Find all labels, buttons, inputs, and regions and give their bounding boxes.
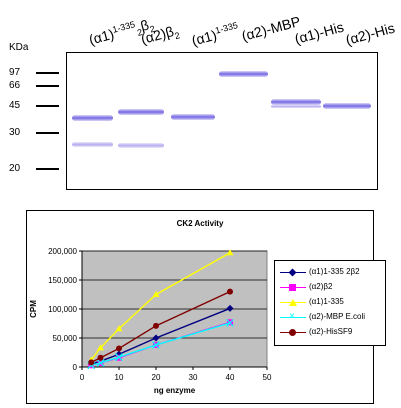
y-tick-label: 200,000 bbox=[48, 247, 77, 256]
x-tick-label: 20 bbox=[152, 373, 161, 382]
marker-label-20: 20 bbox=[9, 163, 21, 174]
legend-label: (α2)-MBP E.coli bbox=[309, 312, 366, 321]
legend-marker-circle-icon bbox=[289, 329, 296, 336]
data-point-series-4 bbox=[115, 353, 123, 362]
y-tick-label: 100,000 bbox=[48, 305, 77, 314]
y-tick-label: 50,000 bbox=[53, 334, 78, 343]
legend-label: (α2)-HisSF9 bbox=[309, 327, 353, 336]
marker-label-45: 45 bbox=[9, 100, 21, 111]
data-point-series-3 bbox=[97, 344, 104, 351]
kda-unit-label: KDa bbox=[9, 42, 29, 53]
marker-label-66: 66 bbox=[9, 80, 21, 91]
marker-label-97: 97 bbox=[9, 67, 21, 78]
legend-label: (α1)1-335 2β2 bbox=[309, 267, 360, 276]
gel-band bbox=[171, 114, 215, 120]
gel-band bbox=[323, 103, 371, 109]
x-tick-label: 10 bbox=[115, 373, 124, 382]
x-tick-label: 0 bbox=[80, 373, 85, 382]
gel-band bbox=[219, 71, 268, 77]
data-point-series-4 bbox=[152, 341, 160, 349]
marker-line-30 bbox=[36, 132, 59, 134]
data-point-series-3 bbox=[152, 291, 160, 297]
legend-label: (α2)β2 bbox=[309, 282, 333, 291]
y-tick-label: 150,000 bbox=[48, 276, 77, 285]
legend-item-5: (α2)-HisSF9 bbox=[275, 325, 385, 340]
legend-marker-square-icon bbox=[289, 284, 296, 291]
legend-item-2: (α2)β2 bbox=[275, 280, 385, 295]
data-point-series-4 bbox=[96, 358, 105, 367]
chart-title: CK2 Activity bbox=[177, 219, 224, 228]
chart-legend: (α1)1-335 2β2 (α2)β2 (α1)1-335 × (α2)-MBP E.… bbox=[274, 260, 386, 346]
legend-item-4: × (α2)-MBP E.coli bbox=[275, 310, 385, 325]
y-tick-label: 0 bbox=[73, 363, 78, 372]
x-tick-label: 30 bbox=[189, 373, 198, 382]
data-point-series-1 bbox=[152, 334, 160, 342]
legend-line bbox=[280, 317, 306, 318]
data-point-series-5 bbox=[153, 322, 159, 329]
y-axis-label: CPM bbox=[29, 300, 38, 318]
marker-line-66 bbox=[36, 85, 59, 87]
gel-band bbox=[72, 115, 113, 121]
x-axis-label: ng enzyme bbox=[154, 386, 196, 395]
x-tick-label: 40 bbox=[226, 373, 235, 382]
gel-band bbox=[271, 99, 321, 105]
gel-band bbox=[72, 142, 113, 147]
gel-band bbox=[271, 105, 321, 108]
gel-panel: (α1)1-3352β2 (α2)β2 (α1)1-335 (α2)-MBP (α1)-… bbox=[0, 0, 401, 195]
legend-item-3: (α1)1-335 bbox=[275, 295, 385, 310]
data-point-series-1 bbox=[226, 304, 234, 312]
data-point-series-5 bbox=[88, 359, 95, 366]
legend-item-1: (α1)1-335 2β2 bbox=[275, 265, 385, 280]
data-point-series-5 bbox=[116, 345, 122, 352]
data-point-series-5 bbox=[227, 288, 233, 295]
marker-line-45 bbox=[36, 105, 59, 107]
marker-label-30: 30 bbox=[9, 127, 21, 138]
data-point-series-5 bbox=[97, 354, 104, 361]
legend-marker-x-icon: × bbox=[289, 311, 295, 322]
legend-marker-triangle-icon bbox=[289, 299, 297, 306]
marker-line-97 bbox=[36, 72, 59, 74]
gel-band bbox=[118, 143, 164, 148]
marker-line-20 bbox=[36, 168, 59, 170]
gel-image bbox=[66, 52, 378, 190]
legend-label: (α1)1-335 bbox=[309, 297, 344, 306]
data-point-series-3 bbox=[115, 325, 123, 332]
x-tick-label: 50 bbox=[263, 373, 272, 382]
gel-band bbox=[118, 109, 164, 115]
legend-marker-diamond-icon bbox=[288, 268, 297, 277]
data-point-series-3 bbox=[226, 249, 234, 256]
data-point-series-4 bbox=[226, 318, 234, 327]
